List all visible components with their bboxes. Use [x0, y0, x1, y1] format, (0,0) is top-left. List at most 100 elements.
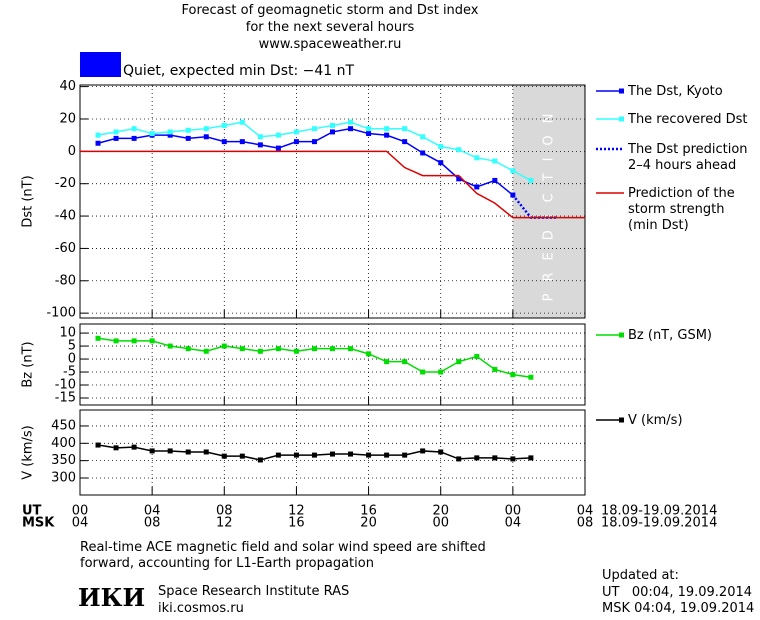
legend-label: The Dst prediction 2–4 hours ahead: [628, 142, 748, 173]
point: [510, 168, 516, 174]
point: [185, 127, 191, 133]
msk-tick-label: 16: [288, 516, 305, 531]
point: [438, 160, 444, 166]
point: [492, 366, 498, 372]
point: [348, 126, 354, 132]
msk-axis-label: MSK: [22, 516, 55, 531]
point: [420, 150, 426, 156]
point: [348, 451, 354, 457]
series-line: [97, 127, 514, 196]
msk-tick-label: 08: [577, 516, 594, 531]
point: [492, 455, 498, 461]
point: [257, 134, 263, 140]
point: [185, 346, 191, 352]
point: [185, 135, 191, 141]
point: [131, 338, 137, 344]
point: [113, 338, 119, 344]
point: [203, 348, 209, 354]
x-tick-label: 12: [288, 504, 305, 519]
point: [384, 126, 390, 132]
point: [95, 132, 101, 138]
point: [113, 135, 119, 141]
legend-marker: [619, 116, 624, 122]
point: [528, 177, 534, 183]
status-box: [80, 52, 121, 77]
msk-tick-label: 08: [144, 516, 161, 531]
point: [384, 132, 390, 138]
point: [293, 139, 299, 145]
point: [203, 134, 209, 140]
point: [293, 452, 299, 458]
point: [185, 449, 191, 455]
point: [438, 369, 444, 375]
y-axis-label: Bz (nT): [21, 341, 36, 387]
point: [221, 122, 227, 128]
updated-msk: MSK 04:04, 19.09.2014: [602, 601, 755, 616]
y-tick-label: 5: [68, 339, 76, 354]
x-tick-label: 08: [216, 504, 233, 519]
y-tick-label: 20: [59, 111, 76, 126]
point: [167, 448, 173, 454]
point: [492, 158, 498, 164]
title: Forecast of geomagnetic storm and Dst in…: [181, 3, 479, 18]
panel-frame: [79, 323, 586, 406]
x-tick-label: 04: [144, 504, 161, 519]
logo: ИКИ: [78, 583, 146, 612]
note: Real-time ACE magnetic field and solar w…: [80, 540, 486, 571]
point: [95, 442, 101, 448]
point: [366, 351, 372, 357]
point: [275, 132, 281, 138]
point: [366, 131, 372, 137]
y-axis-label: Dst (nT): [21, 175, 36, 227]
y-tick-label: -5: [63, 365, 76, 380]
point: [438, 143, 444, 149]
date-range: 18.09-19.09.2014: [601, 504, 717, 519]
legend-marker: [619, 417, 624, 423]
point: [95, 140, 101, 146]
point: [528, 455, 534, 461]
point: [167, 343, 173, 349]
point: [131, 126, 137, 132]
point: [420, 448, 426, 454]
point: [221, 453, 227, 459]
y-tick-label: 400: [51, 436, 76, 451]
point: [402, 452, 408, 458]
point: [366, 452, 372, 458]
point: [474, 184, 480, 190]
point: [257, 348, 263, 354]
point: [330, 122, 335, 128]
site: iki.cosmos.ru: [158, 601, 244, 616]
y-tick-label: -15: [55, 390, 76, 405]
y-tick-label: -80: [55, 273, 76, 288]
msk-tick-label: 00: [432, 516, 449, 531]
x-tick-label: 00: [72, 504, 89, 519]
point: [510, 456, 516, 462]
x-tick-label: 04: [577, 504, 594, 519]
series-line: [97, 444, 531, 461]
institute: Space Research Institute RAS: [158, 584, 350, 599]
y-tick-label: -100: [46, 306, 76, 321]
point: [330, 451, 335, 457]
prediction-band: [512, 85, 585, 318]
y-axis-label: V (km/s): [21, 425, 36, 480]
point: [203, 449, 209, 455]
point: [510, 372, 516, 378]
point: [149, 131, 155, 137]
point: [402, 139, 408, 145]
point: [275, 346, 281, 352]
point: [366, 126, 372, 132]
point: [167, 132, 173, 138]
x-axis-label: UT: [22, 504, 42, 519]
point: [131, 444, 137, 450]
point: [456, 359, 462, 365]
legend-marker: [619, 88, 624, 94]
point: [149, 448, 155, 454]
point: [275, 145, 281, 151]
y-tick-label: -40: [55, 209, 76, 224]
point: [239, 119, 245, 125]
point: [167, 129, 173, 135]
msk-tick-label: 12: [216, 516, 233, 531]
point: [257, 457, 263, 463]
x-tick-label: 00: [505, 504, 522, 519]
